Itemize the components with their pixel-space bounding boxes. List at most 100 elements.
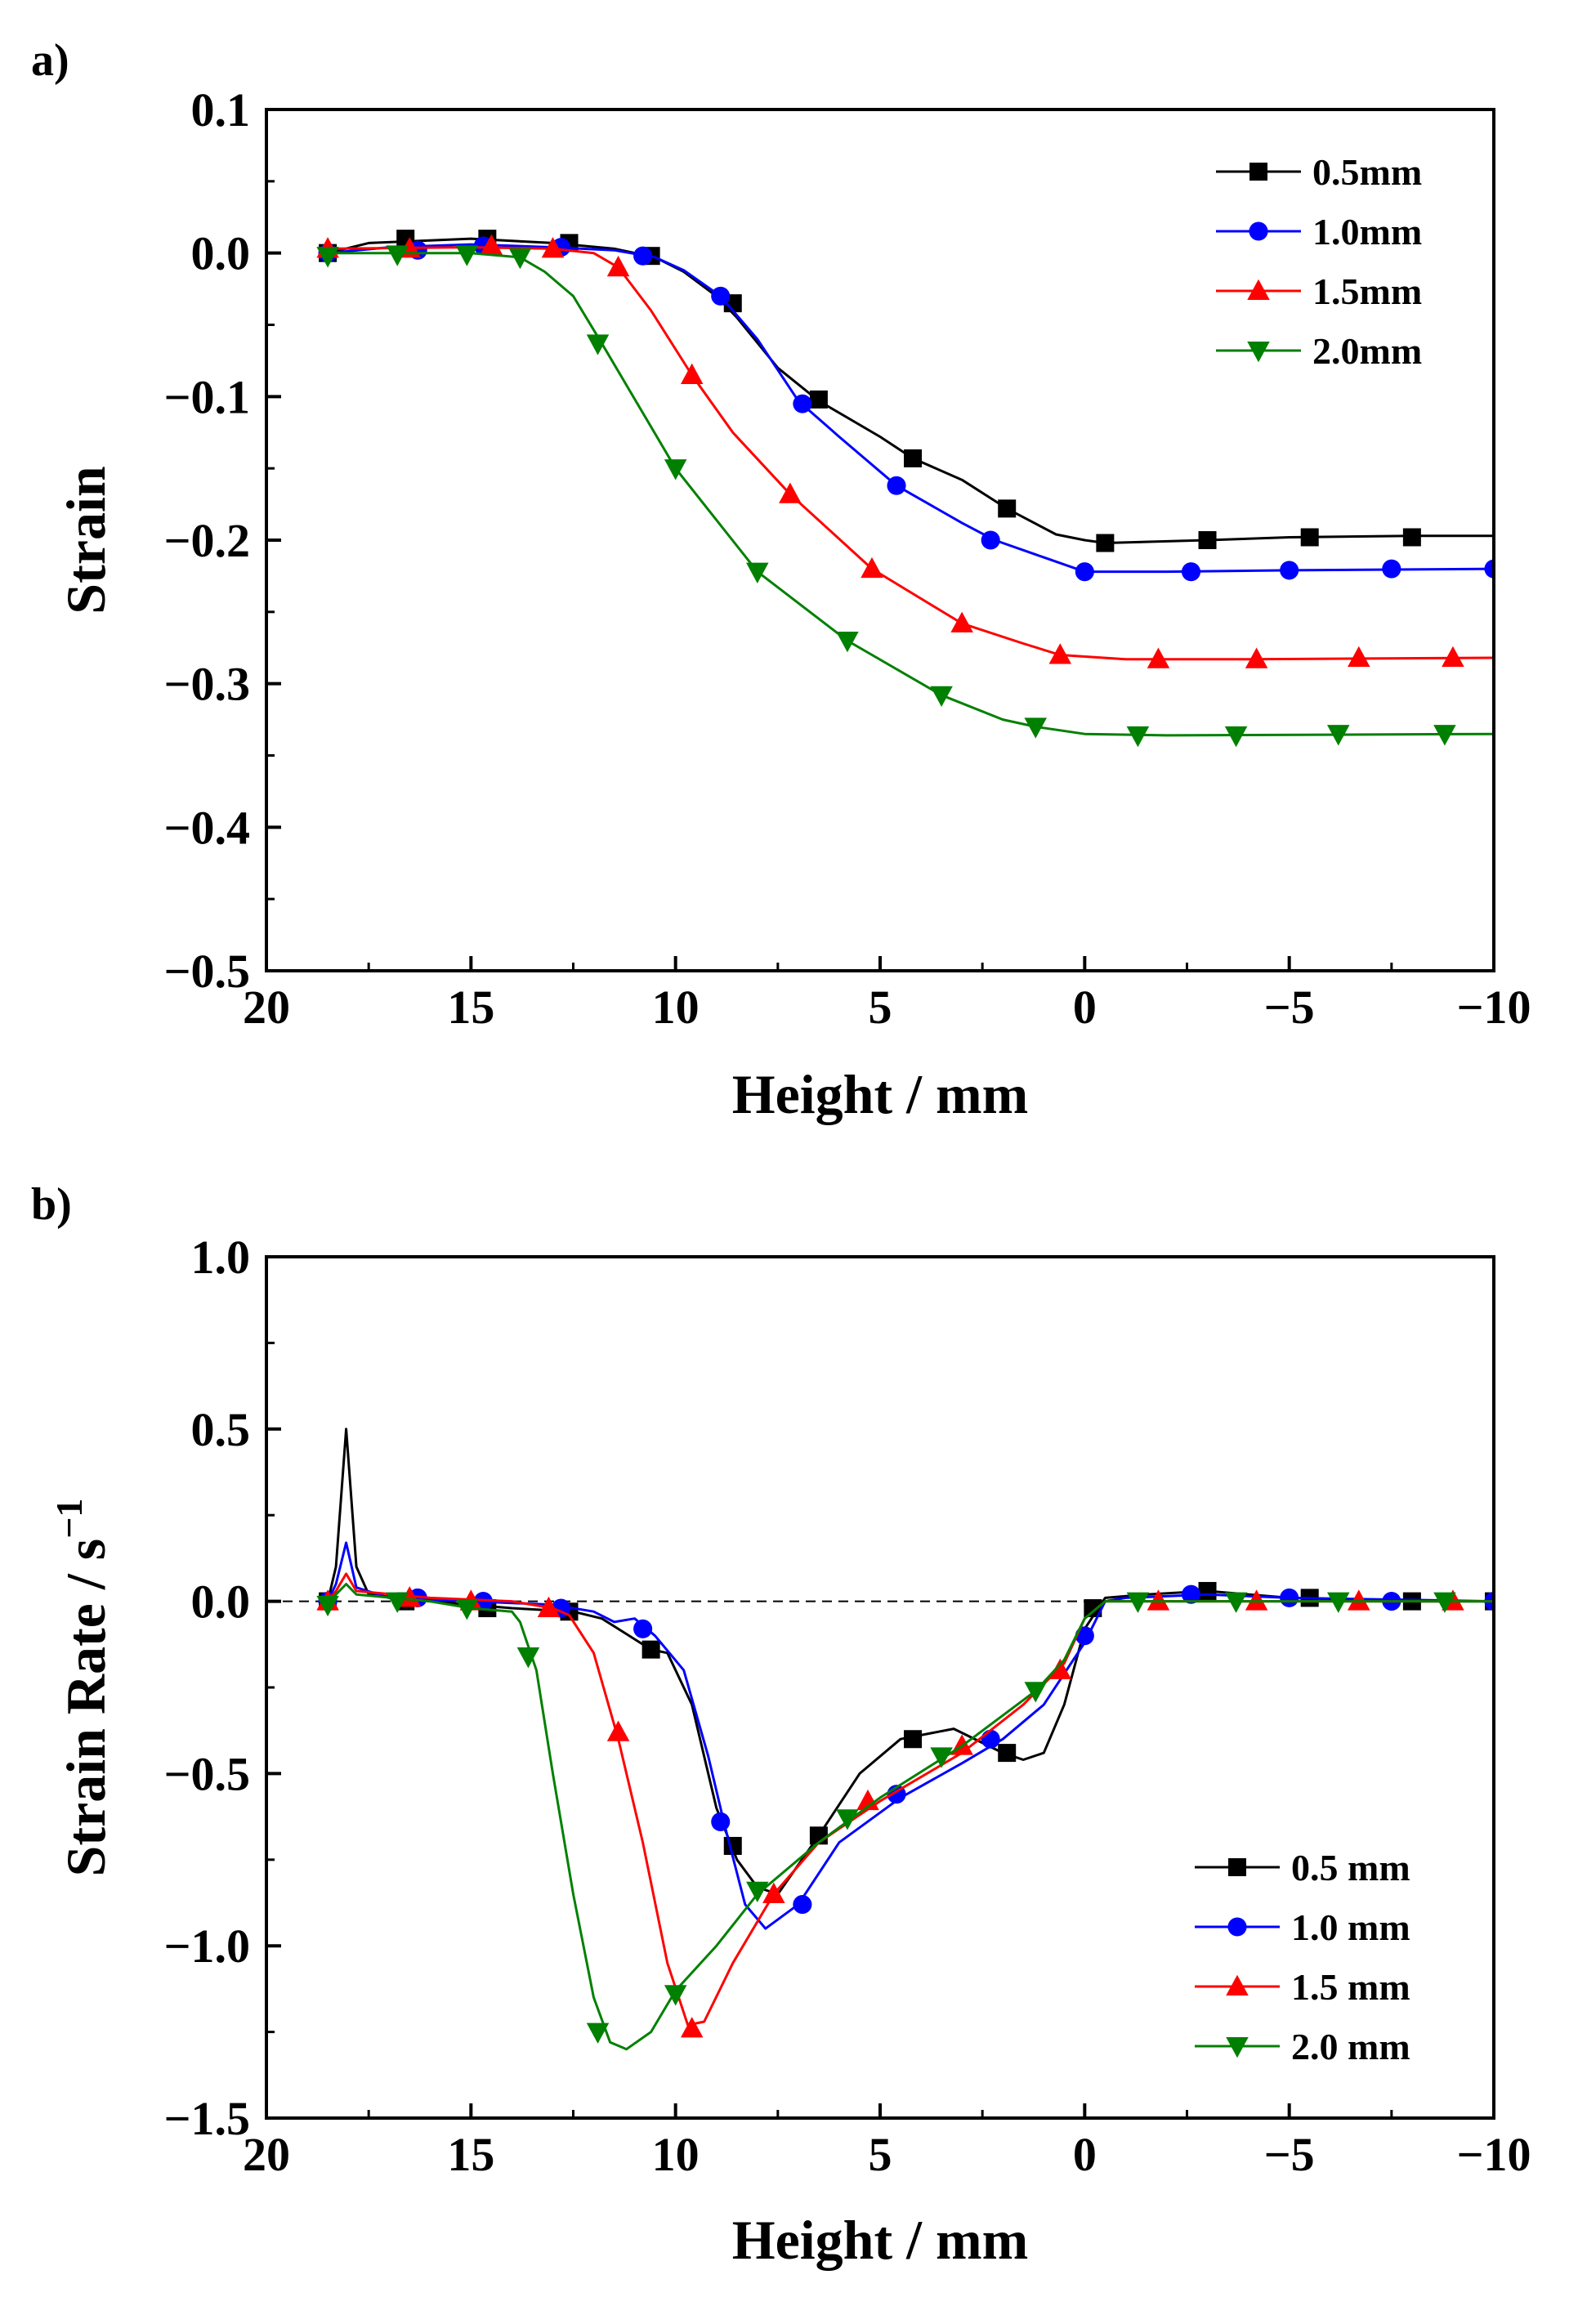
data-point — [633, 1619, 653, 1638]
y-tick-label: −0.1 — [163, 370, 250, 423]
data-point — [793, 1895, 812, 1915]
legend-marker — [1226, 1974, 1249, 1996]
x-tick-label: 15 — [447, 981, 494, 1034]
data-point — [1326, 725, 1350, 746]
x-tick-label: −10 — [1456, 981, 1531, 1034]
data-point — [641, 1640, 660, 1659]
legend-item: 0.5 mm — [1195, 1847, 1410, 1888]
data-point — [1326, 1592, 1350, 1613]
legend-a: 0.5mm 1.0mm 1.5mm 2.0mm — [1216, 151, 1422, 372]
data-point — [606, 1720, 630, 1741]
x-axis-title-a: Height / mm — [732, 1063, 1029, 1125]
y-tick-label: −0.3 — [163, 658, 250, 711]
y-axis-title-b-main: Strain Rate / s — [55, 1539, 117, 1877]
data-point — [586, 2022, 610, 2044]
series-line — [326, 1572, 1494, 2027]
data-point — [1084, 1599, 1102, 1618]
data-point — [1348, 646, 1370, 668]
legend-label: 2.0mm — [1312, 330, 1422, 372]
x-tick-label: 15 — [447, 2128, 494, 2181]
data-point — [746, 1881, 769, 1903]
data-point — [1147, 647, 1170, 668]
data-point — [316, 1595, 339, 1617]
legend-label: 1.5 mm — [1291, 1966, 1410, 2008]
data-point — [711, 1812, 731, 1831]
legend-b: 0.5 mm 1.0 mm 1.5 mm 2.0 mm — [1195, 1847, 1410, 2067]
data-point — [887, 476, 906, 495]
data-point — [1433, 1592, 1456, 1613]
data-point — [1048, 1658, 1072, 1679]
panel-label-b: b) — [31, 1179, 72, 1230]
series-2-0mm — [316, 245, 1494, 748]
x-tick-label: 10 — [652, 981, 700, 1034]
data-point — [516, 1647, 540, 1669]
data-point — [386, 245, 409, 266]
data-point — [861, 556, 883, 579]
y-axis-title-b: Strain Rate / s−1 — [48, 1499, 117, 1877]
data-point — [1402, 528, 1421, 547]
data-point — [809, 390, 828, 409]
y-tick-label: 0.1 — [191, 83, 251, 136]
y-tick-label: −0.4 — [163, 801, 250, 854]
legend-label: 0.5 mm — [1291, 1847, 1410, 1888]
data-point — [998, 499, 1017, 518]
y-tick-label: 0.0 — [191, 227, 251, 280]
data-point — [606, 255, 630, 277]
data-point — [541, 237, 565, 258]
data-point — [1147, 1589, 1170, 1611]
y-axis-title-a: Strain — [55, 466, 117, 614]
data-point — [746, 562, 769, 583]
legend-item: 0.5mm — [1216, 151, 1422, 193]
data-point — [1126, 1592, 1150, 1613]
data-point — [856, 1789, 879, 1811]
data-point — [793, 394, 812, 413]
series-line — [327, 237, 1494, 544]
data-point — [950, 611, 973, 632]
data-point — [1024, 1682, 1048, 1703]
data-point — [455, 245, 479, 266]
y-tick-label: −0.2 — [163, 514, 250, 567]
data-point — [998, 1744, 1017, 1763]
data-point — [930, 686, 953, 708]
data-point — [1075, 562, 1094, 582]
data-point — [981, 530, 1000, 550]
legend-label: 2.0 mm — [1291, 2026, 1410, 2067]
data-point — [480, 234, 503, 255]
data-point — [1048, 643, 1072, 664]
data-point — [981, 1729, 1000, 1749]
y-tick-label: 1.0 — [191, 1231, 251, 1284]
data-point — [1484, 559, 1494, 579]
series-2-0-mm — [316, 1583, 1494, 2051]
legend-label: 1.0mm — [1312, 211, 1422, 253]
data-point — [386, 1592, 409, 1613]
data-point — [537, 1596, 561, 1618]
data-point — [680, 2017, 704, 2038]
legend-item: 1.5mm — [1216, 270, 1422, 312]
legend-item: 1.5 mm — [1195, 1966, 1410, 2008]
data-point — [664, 1985, 687, 2006]
series-line — [326, 1583, 1494, 2051]
data-point — [1198, 531, 1217, 549]
data-point — [836, 631, 859, 653]
y-tick-label: −1.5 — [163, 2092, 250, 2145]
legend-label: 1.5mm — [1312, 270, 1422, 312]
legend-marker — [1247, 342, 1270, 363]
data-point — [1126, 726, 1150, 748]
series-line — [326, 1541, 1494, 1930]
data-point — [1245, 1589, 1268, 1611]
y-tick-label: −0.5 — [163, 1747, 250, 1800]
data-point — [1181, 1584, 1201, 1604]
data-point — [455, 1599, 479, 1620]
x-axis-title-b: Height / mm — [732, 2209, 1029, 2271]
data-point — [398, 1586, 421, 1607]
data-point — [904, 449, 923, 467]
data-point — [586, 334, 610, 355]
data-point — [1198, 1581, 1217, 1600]
x-tick-label: 0 — [1073, 981, 1097, 1034]
data-point — [1348, 1589, 1370, 1611]
legend-label: 0.5mm — [1312, 151, 1422, 193]
data-point — [1433, 725, 1456, 746]
data-point — [633, 246, 653, 266]
x-tick-label: 20 — [243, 2128, 290, 2181]
